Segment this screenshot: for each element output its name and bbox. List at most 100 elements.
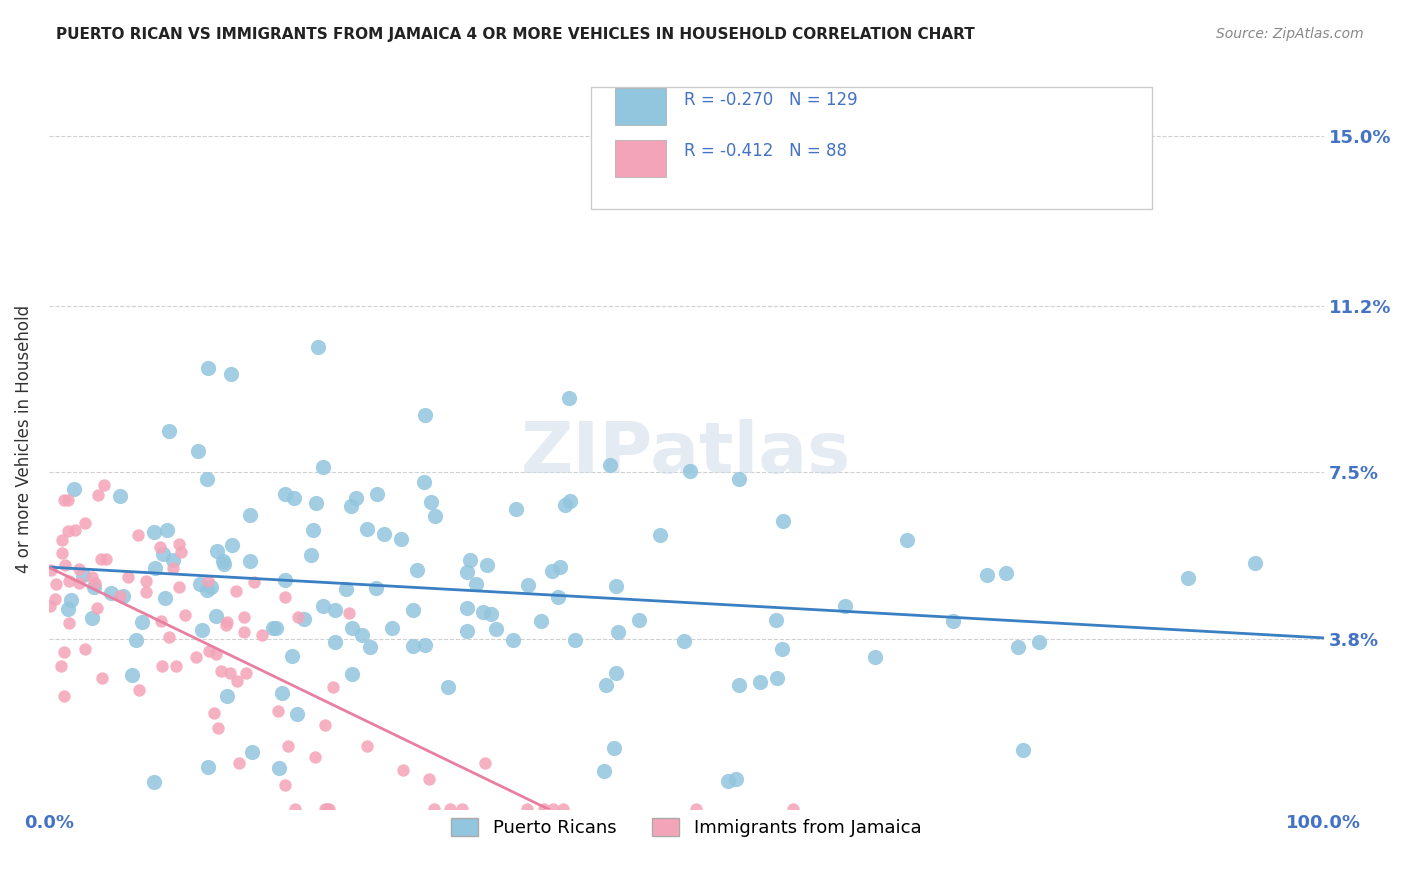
FancyBboxPatch shape: [614, 140, 666, 177]
Point: [111, 589, 134, 603]
Point: [474, 756, 496, 770]
Point: [834, 599, 856, 613]
Point: [366, 487, 388, 501]
Point: [475, 558, 498, 572]
Point: [402, 639, 425, 653]
Point: [96, 552, 118, 566]
Point: [267, 761, 290, 775]
Point: [547, 591, 569, 605]
Point: [322, 680, 344, 694]
Point: [281, 649, 304, 664]
Point: [356, 739, 378, 753]
Point: [264, 621, 287, 635]
Point: [52, 644, 75, 658]
Point: [143, 524, 166, 539]
Point: [451, 802, 474, 816]
Point: [51, 546, 73, 560]
Point: [314, 802, 336, 816]
Point: [419, 495, 441, 509]
Point: [212, 554, 235, 568]
Point: [271, 686, 294, 700]
Point: [250, 628, 273, 642]
Point: [679, 464, 702, 478]
Point: [200, 580, 222, 594]
Point: [505, 502, 527, 516]
Text: R = -0.270   N = 129: R = -0.270 N = 129: [683, 91, 858, 109]
Point: [209, 664, 232, 678]
Text: PUERTO RICAN VS IMMIGRANTS FROM JAMAICA 4 OR MORE VEHICLES IN HOUSEHOLD CORRELAT: PUERTO RICAN VS IMMIGRANTS FROM JAMAICA …: [56, 27, 974, 42]
Point: [197, 760, 219, 774]
Point: [648, 528, 671, 542]
Point: [215, 615, 238, 630]
Point: [274, 778, 297, 792]
Point: [782, 802, 804, 816]
Point: [391, 763, 413, 777]
Point: [186, 649, 208, 664]
Point: [772, 514, 794, 528]
Point: [359, 640, 381, 654]
Point: [593, 764, 616, 778]
Point: [152, 547, 174, 561]
Point: [131, 615, 153, 630]
Point: [456, 566, 478, 580]
Point: [228, 756, 250, 770]
Point: [56, 602, 79, 616]
Point: [458, 553, 481, 567]
Point: [323, 634, 346, 648]
Point: [51, 659, 73, 673]
Point: [344, 491, 367, 506]
Point: [100, 586, 122, 600]
Point: [312, 599, 335, 613]
Point: [197, 574, 219, 589]
Point: [896, 533, 918, 548]
Point: [1243, 556, 1265, 570]
Point: [516, 802, 538, 816]
Point: [197, 360, 219, 375]
Point: [471, 605, 494, 619]
Point: [59, 593, 82, 607]
Point: [239, 554, 262, 568]
Point: [543, 802, 565, 816]
Point: [218, 665, 240, 680]
Point: [318, 802, 340, 816]
Point: [83, 580, 105, 594]
Point: [1007, 640, 1029, 655]
Point: [219, 368, 242, 382]
Point: [240, 745, 263, 759]
Point: [235, 666, 257, 681]
Point: [558, 391, 581, 405]
Point: [170, 545, 193, 559]
Point: [350, 628, 373, 642]
Point: [605, 579, 627, 593]
Point: [560, 493, 582, 508]
Point: [439, 802, 461, 816]
Point: [314, 718, 336, 732]
Point: [82, 570, 104, 584]
Point: [554, 498, 576, 512]
Point: [155, 591, 177, 606]
Point: [165, 658, 187, 673]
Point: [198, 644, 221, 658]
Point: [128, 682, 150, 697]
Point: [749, 675, 772, 690]
Point: [212, 558, 235, 572]
Text: R = -0.412   N = 88: R = -0.412 N = 88: [683, 143, 846, 161]
Point: [413, 475, 436, 490]
Point: [262, 621, 284, 635]
Point: [53, 690, 76, 704]
Point: [685, 802, 707, 816]
Point: [204, 647, 226, 661]
Point: [599, 458, 621, 472]
Point: [108, 589, 131, 603]
Point: [770, 642, 793, 657]
Point: [84, 575, 107, 590]
Point: [423, 802, 446, 816]
Point: [364, 582, 387, 596]
Text: Source: ZipAtlas.com: Source: ZipAtlas.com: [1216, 27, 1364, 41]
Point: [232, 624, 254, 639]
Point: [863, 649, 886, 664]
Point: [307, 340, 329, 354]
Point: [564, 633, 586, 648]
Point: [479, 607, 502, 621]
Point: [337, 606, 360, 620]
